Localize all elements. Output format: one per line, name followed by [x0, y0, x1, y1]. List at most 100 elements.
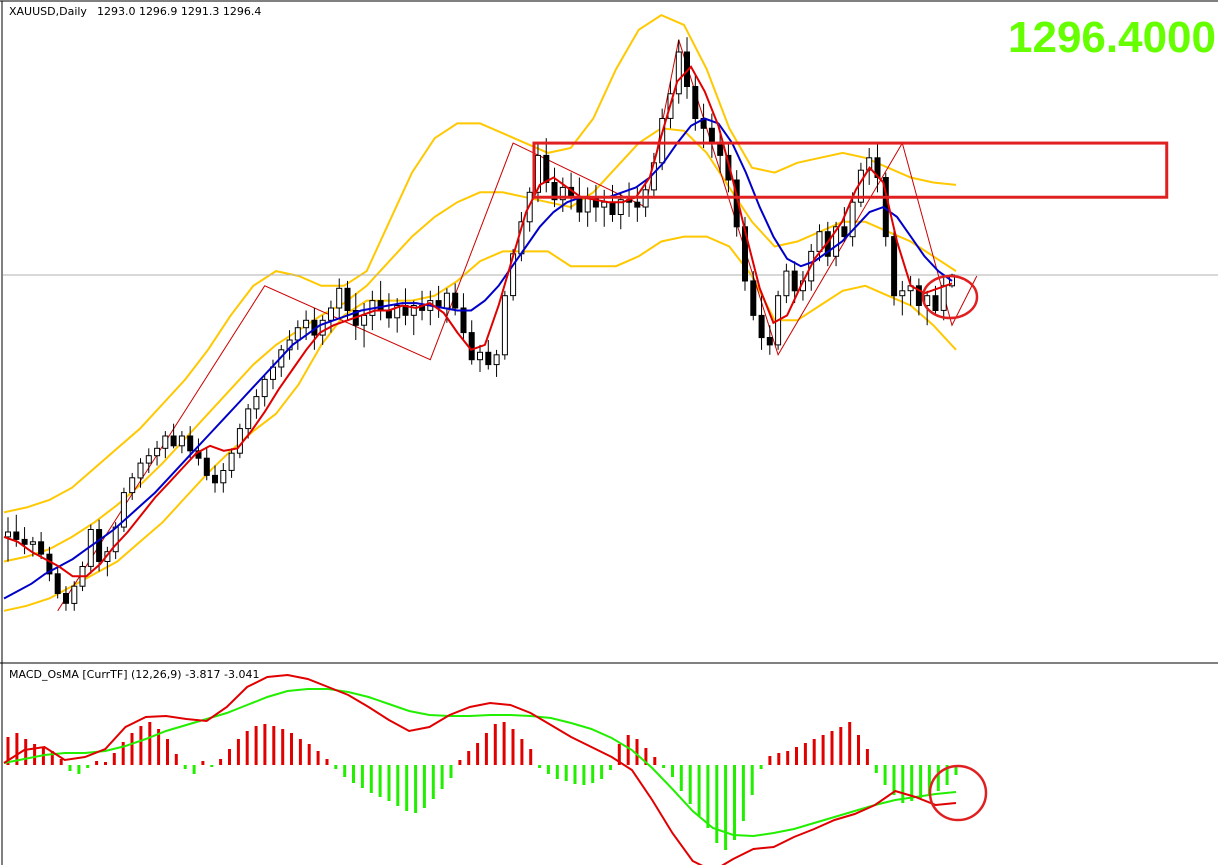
candle-body-bull: [261, 378, 268, 398]
candle: [46, 546, 53, 582]
candle: [758, 295, 765, 350]
candle: [38, 532, 45, 560]
candle-body-bear: [377, 300, 384, 311]
candle-body-bear: [170, 435, 177, 447]
candle-body-bear: [692, 86, 699, 119]
candle: [21, 527, 28, 555]
candle: [245, 404, 252, 439]
candle-body-bull: [220, 470, 227, 484]
candle-body-bear: [54, 573, 61, 594]
ohlc-values: 1293.0 1296.9 1291.3 1296.4: [97, 5, 261, 18]
candle: [460, 293, 467, 340]
candle: [170, 423, 177, 449]
candle: [485, 340, 492, 370]
candle: [915, 278, 922, 316]
candle: [932, 285, 939, 316]
candle-body-bear: [13, 531, 20, 540]
candle: [692, 74, 699, 131]
price-panel[interactable]: XAUUSD,Daily 1293.0 1296.9 1291.3 1296.4 …: [3, 5, 1218, 612]
candle-body-bear: [791, 270, 798, 292]
candle-body-bull: [501, 295, 508, 356]
candle: [154, 440, 161, 466]
candle-body-bear: [766, 337, 773, 346]
candle-body-bull: [162, 435, 169, 449]
candle-body-bull: [253, 396, 260, 410]
candle-body-bull: [443, 292, 450, 309]
macd-panel[interactable]: MACD_OsMA [CurrTF] (12,26,9) -3.817 -3.0…: [3, 668, 988, 865]
candle-body-bull: [849, 201, 856, 238]
macd-indicator-label: MACD_OsMA [CurrTF] (12,26,9) -3.817 -3.0…: [9, 668, 260, 681]
candle: [344, 280, 351, 321]
candle: [63, 586, 69, 611]
macd-signal-line: [3, 688, 957, 838]
macd-histogram: [6, 722, 958, 850]
candle: [212, 465, 218, 493]
candle-body-bull: [783, 270, 790, 297]
candle: [725, 143, 732, 193]
candle-body-bull: [228, 452, 235, 471]
candle: [336, 278, 343, 318]
candle: [87, 524, 94, 574]
candle-body-bear: [750, 280, 757, 316]
candle-body-bull: [477, 351, 483, 361]
symbol-timeframe: XAUUSD,Daily: [9, 5, 87, 18]
candle-body-bull: [178, 435, 185, 447]
ma-slow-line: [3, 117, 953, 600]
candle-body-bull: [394, 305, 401, 319]
candle: [71, 581, 78, 611]
candle-body-bull: [410, 305, 417, 316]
candle: [477, 344, 483, 372]
candle-body-bear: [21, 538, 28, 545]
candle-body-bull: [120, 492, 127, 528]
candle-body-bear: [452, 292, 459, 309]
candle-body-bull: [675, 51, 682, 95]
candle-body-bear: [203, 457, 210, 476]
candle-body-bull: [29, 541, 36, 545]
candle: [849, 192, 856, 247]
candle-body-bull: [319, 319, 326, 336]
candle: [187, 426, 194, 459]
candle: [634, 187, 641, 222]
candle-body-bear: [551, 182, 558, 201]
candle-body-bull: [559, 186, 566, 201]
bollinger-lower-line: [3, 235, 957, 612]
candle-body-bull: [129, 477, 136, 494]
candle: [236, 423, 243, 459]
bollinger-bands: [3, 13, 957, 612]
candle-body-bear: [841, 226, 848, 238]
candle-body-bear: [717, 142, 724, 156]
symbol-header: XAUUSD,Daily 1293.0 1296.9 1291.3 1296.4: [9, 5, 261, 18]
candle: [203, 448, 210, 481]
candle-body-bull: [336, 287, 343, 309]
candle-body-bear: [38, 541, 45, 555]
candle: [261, 374, 268, 407]
candle: [493, 349, 500, 377]
candle: [145, 448, 152, 473]
candle: [162, 431, 169, 459]
candle-body-bull: [303, 319, 310, 329]
candle-body-bull: [294, 327, 301, 341]
candle: [675, 39, 682, 104]
candle: [178, 431, 185, 454]
moving-averages: [3, 65, 953, 600]
candle-body-bear: [634, 201, 641, 208]
macd-lines: [3, 673, 957, 865]
candle-body-bull: [137, 462, 144, 479]
candle-body-bull: [535, 154, 541, 193]
candle-body-bear: [46, 553, 53, 575]
candle-body-bear: [212, 474, 218, 484]
candle-body-bull: [5, 531, 11, 538]
candle-body-bull: [71, 585, 78, 604]
candle: [410, 300, 417, 336]
candle: [783, 263, 790, 304]
macd-main-line: [3, 673, 957, 865]
candle-body-bull: [145, 455, 152, 464]
candle-body-bull: [940, 285, 947, 311]
candle-body-bear: [543, 154, 550, 183]
candle-body-bear: [187, 435, 194, 452]
candle-body-bear: [344, 287, 351, 311]
candle-body-bear: [932, 295, 939, 312]
candle: [220, 463, 227, 493]
